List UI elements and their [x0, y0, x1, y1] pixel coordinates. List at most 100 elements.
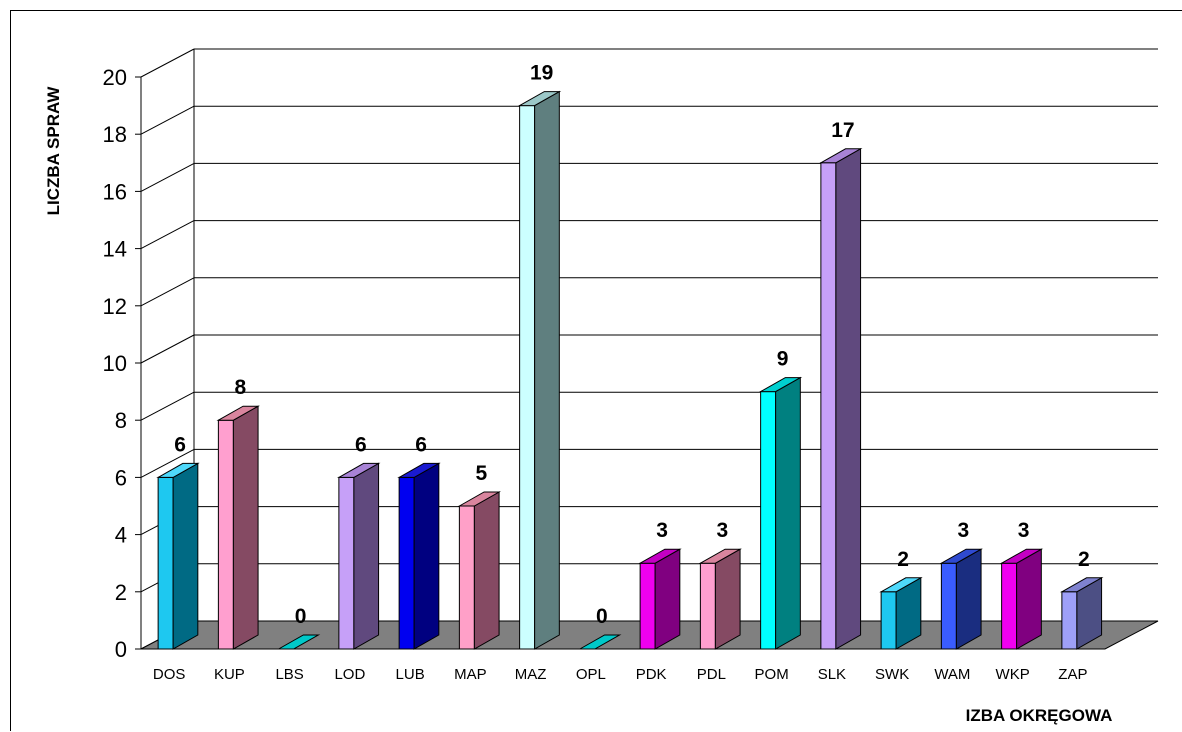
bar-maz — [517, 90, 562, 650]
bar-zap — [1059, 576, 1104, 650]
x-tick-map: MAP — [454, 666, 487, 683]
bar-side — [654, 548, 681, 650]
y-tick-20: 20 — [103, 65, 127, 90]
x-tick-opl: OPL — [576, 666, 606, 683]
x-tick-kup: KUP — [214, 666, 245, 683]
bar-lbs — [276, 634, 321, 650]
side-gridline — [140, 334, 195, 364]
bar-top — [336, 462, 381, 478]
y-axis-title: LICZBA SPRAW — [44, 86, 63, 216]
side-gridline — [140, 391, 195, 421]
bar-front — [1061, 591, 1078, 650]
bar-top — [457, 491, 501, 507]
bar-kup — [216, 405, 260, 650]
x-tick-swk: SWK — [875, 666, 909, 683]
x-tick-wam: WAM — [934, 666, 970, 683]
bar-side — [775, 376, 801, 650]
bar-side — [353, 462, 380, 650]
data-label-pdl: 3 — [717, 519, 729, 542]
bar-top — [818, 148, 863, 164]
side-gridline — [140, 162, 195, 192]
bar-lod — [336, 462, 381, 650]
bar-side — [473, 491, 500, 650]
side-gridline — [140, 277, 195, 307]
bar-top — [999, 548, 1044, 564]
bar-top — [758, 377, 803, 393]
y-tick-14: 14 — [103, 237, 127, 262]
bar-front — [880, 591, 897, 650]
bar-front — [398, 476, 415, 650]
side-gridline — [140, 448, 195, 478]
data-labels: 6 8 0 6 6 5 19 0 3 3 9 17 2 3 3 2 — [174, 62, 1089, 628]
side-gridline — [140, 48, 195, 78]
bar-dos — [156, 462, 200, 650]
bar-front — [1001, 562, 1018, 650]
y-tick-6: 6 — [115, 465, 127, 490]
bar-front — [217, 419, 234, 650]
bar-side — [232, 405, 259, 650]
data-label-slk: 17 — [831, 119, 854, 142]
x-tick-pom: POM — [755, 666, 789, 683]
x-tick-zap: ZAP — [1058, 666, 1087, 683]
bar-wam — [939, 548, 983, 650]
bar-top — [939, 548, 983, 564]
y-tick-18: 18 — [103, 122, 127, 147]
bar-map — [457, 491, 501, 650]
x-tick-lub: LUB — [396, 666, 425, 683]
y-tick-16: 16 — [103, 179, 127, 204]
y-tick-10: 10 — [103, 351, 127, 376]
bars — [156, 90, 1104, 650]
bar-front — [639, 562, 656, 650]
side-gridline — [140, 105, 195, 135]
bar-front — [760, 391, 777, 650]
bar-pom — [758, 376, 803, 650]
x-tick-pdk: PDK — [636, 666, 667, 683]
bar-front — [820, 162, 837, 650]
data-label-pdk: 3 — [656, 519, 668, 542]
bar-side — [413, 462, 440, 650]
y-axis-ticks: 0 2 4 6 8 10 12 14 16 18 20 — [103, 65, 141, 662]
bar-side — [172, 462, 199, 650]
bar-front — [157, 476, 174, 650]
bar-top — [397, 462, 441, 478]
x-tick-wkp: WKP — [996, 666, 1030, 683]
y-tick-8: 8 — [115, 408, 127, 433]
data-label-lbs: 0 — [295, 605, 307, 628]
bar-wkp — [999, 548, 1044, 650]
bar-opl — [577, 634, 622, 650]
x-tick-pdl: PDL — [697, 666, 726, 683]
data-label-pom: 9 — [777, 348, 789, 371]
bar-lub — [397, 462, 441, 650]
data-label-swk: 2 — [897, 548, 909, 571]
x-tick-lbs: LBS — [275, 666, 303, 683]
x-axis-title: IZBA OKRĘGOWA — [966, 706, 1113, 725]
x-tick-dos: DOS — [153, 666, 186, 683]
side-gridline — [140, 220, 195, 250]
bar-side — [835, 147, 862, 650]
bar-slk — [818, 147, 863, 650]
bar-top — [698, 548, 742, 564]
bar-top — [879, 577, 923, 593]
data-label-map: 5 — [476, 462, 488, 485]
data-label-dos: 6 — [174, 433, 186, 456]
y-tick-12: 12 — [103, 294, 127, 319]
bar-front — [519, 105, 536, 650]
bar-top — [517, 91, 562, 107]
bar-side — [1016, 548, 1042, 650]
data-label-kup: 8 — [235, 376, 247, 399]
bar-pdl — [698, 548, 742, 650]
bar-top — [638, 548, 682, 564]
x-axis-labels: DOS KUP LBS LOD LUB MAP MAZ OPL PDK PDL POM SLK SWK W… — [153, 666, 1088, 683]
bar-front — [458, 505, 475, 650]
bar-top — [216, 405, 260, 421]
data-label-wkp: 3 — [1018, 519, 1030, 542]
chart-frame: 0 2 4 6 8 10 12 14 16 18 20 DOS KUP LBS LOD LUB MAP MAZ O… — [10, 10, 1182, 731]
bar-side — [534, 90, 560, 650]
data-label-zap: 2 — [1078, 548, 1090, 571]
bar-front — [699, 562, 716, 650]
data-label-maz: 19 — [530, 62, 553, 85]
data-label-opl: 0 — [596, 605, 608, 628]
y-tick-4: 4 — [115, 523, 127, 548]
bar-side — [955, 548, 982, 650]
